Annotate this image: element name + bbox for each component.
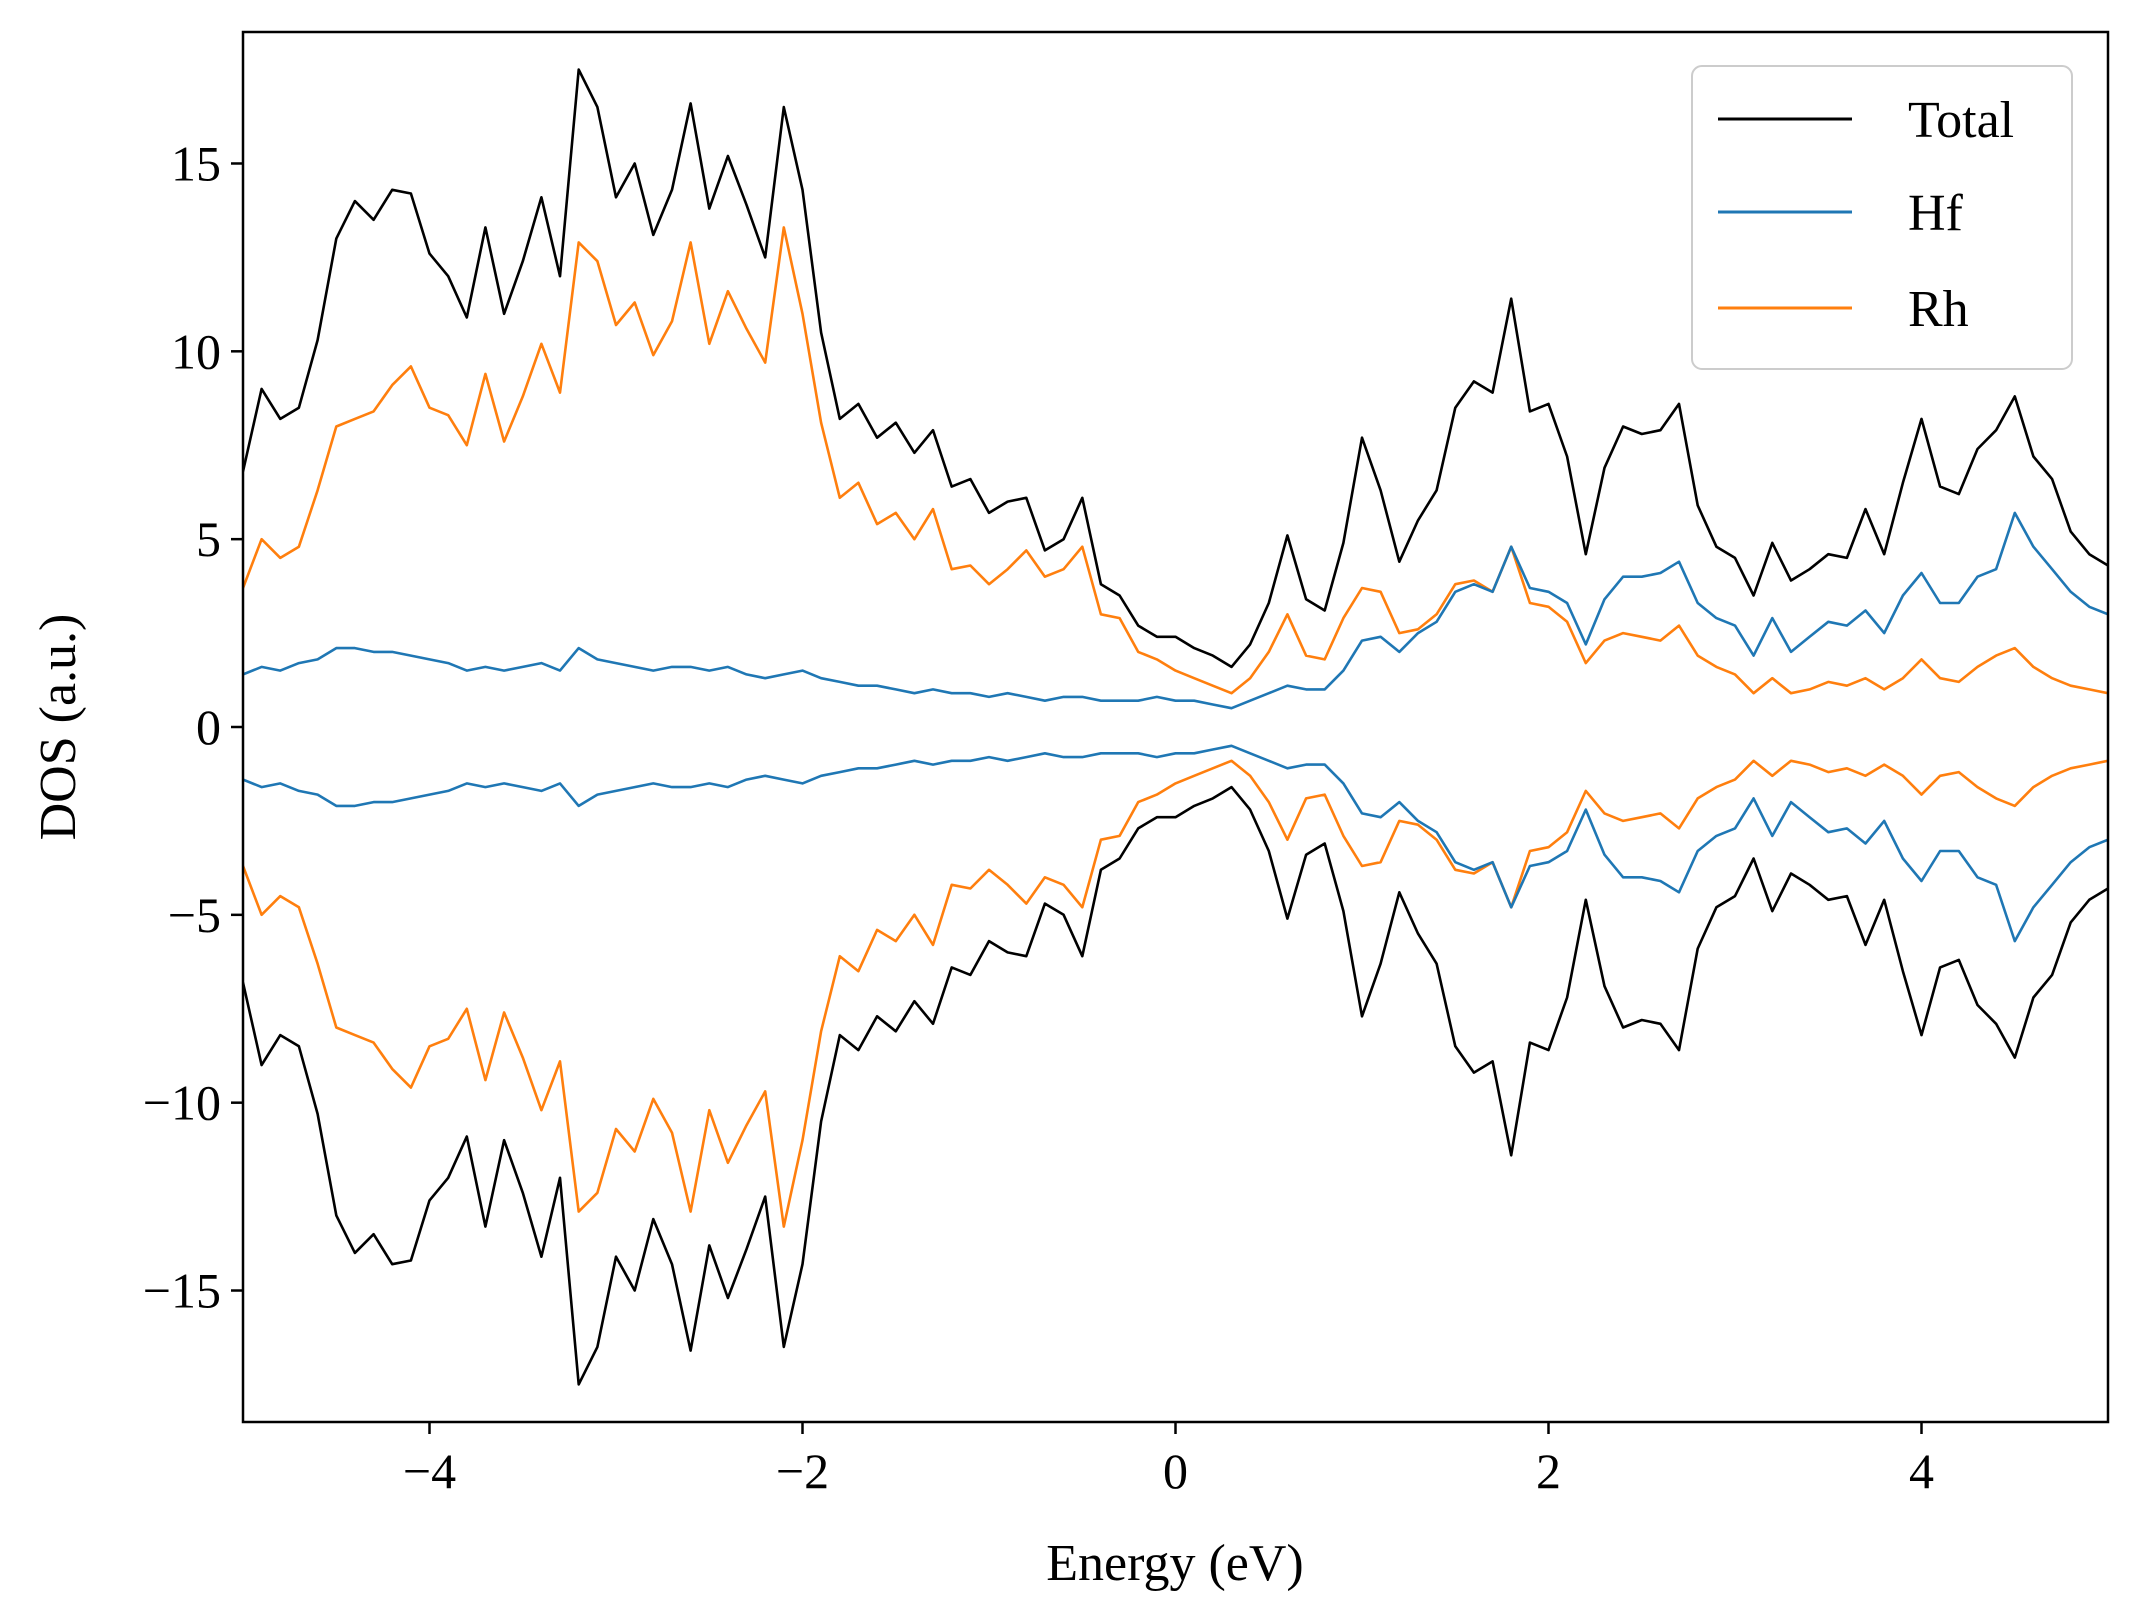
x-axis-label: Energy (eV)	[1046, 1535, 1304, 1592]
y-axis-label: DOS (a.u.)	[30, 614, 87, 841]
x-tick-label: 0	[1163, 1443, 1188, 1499]
axis-ticks: −4 −2 0 2 4 −15 −10 −5 0 5 10 15	[143, 135, 1934, 1499]
series-line-total-up	[243, 68, 2108, 669]
legend-label-total: Total	[1908, 92, 2014, 149]
x-tick-label: 2	[1536, 1443, 1561, 1499]
y-tick-label: 0	[196, 699, 221, 755]
y-tick-label: −10	[143, 1075, 221, 1131]
series-line-rh-up	[243, 226, 2108, 695]
series-line-total-down	[243, 785, 2108, 1386]
legend-label-hf: Hf	[1908, 185, 1964, 242]
x-tick-label: −4	[403, 1443, 456, 1499]
series-line-hf-down	[243, 744, 2108, 943]
y-tick-label: 5	[196, 511, 221, 567]
legend-label-rh: Rh	[1908, 281, 1969, 338]
x-tick-label: −2	[776, 1443, 829, 1499]
series-line-hf-up	[243, 511, 2108, 710]
y-tick-label: −15	[143, 1263, 221, 1319]
y-tick-label: 10	[171, 323, 221, 379]
legend: Total Hf Rh	[1691, 65, 2073, 370]
y-tick-label: 15	[171, 135, 221, 191]
x-tick-label: 4	[1909, 1443, 1934, 1499]
series-line-rh-down	[243, 759, 2108, 1228]
legend-box	[1691, 65, 2073, 370]
plot-area	[243, 68, 2108, 1386]
y-tick-label: −5	[168, 887, 221, 943]
